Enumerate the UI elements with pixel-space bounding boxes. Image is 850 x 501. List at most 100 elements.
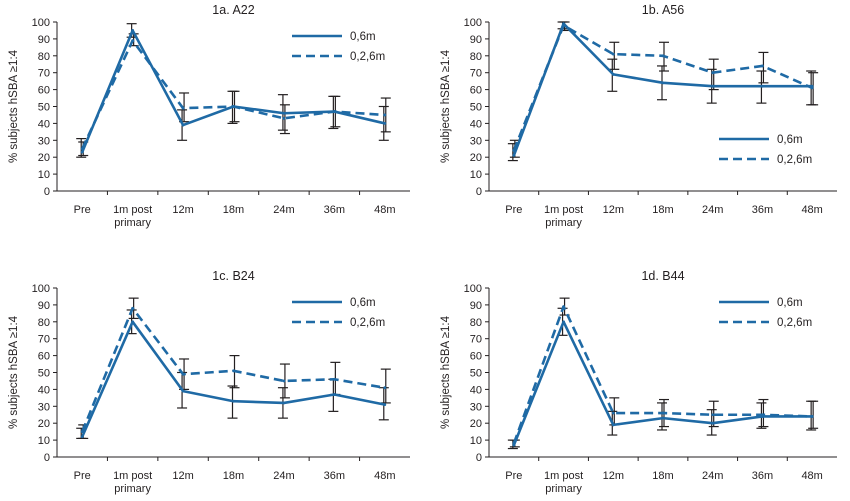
x-tick-label: primary <box>545 483 582 495</box>
y-tick-label: 100 <box>464 17 482 29</box>
x-tick-label: 18m <box>223 204 244 216</box>
data-point <box>711 413 715 417</box>
x-tick-label: Pre <box>505 470 522 482</box>
y-tick-label: 90 <box>38 34 50 46</box>
x-tick-label: 24m <box>702 470 723 482</box>
x-tick-label: 1m post <box>544 204 583 216</box>
x-tick-label: 36m <box>752 470 773 482</box>
data-point <box>80 435 84 439</box>
x-tick-label: 24m <box>702 204 723 216</box>
data-point <box>711 421 715 425</box>
legend-label: 0,6m <box>350 297 376 309</box>
y-tick-label: 50 <box>38 102 50 114</box>
data-point <box>282 379 286 383</box>
series-line-dashed <box>512 24 813 151</box>
chart-title: 1b. A56 <box>642 3 684 17</box>
x-tick-label: 36m <box>324 204 345 216</box>
data-point <box>761 84 764 88</box>
y-tick-label: 10 <box>470 435 482 447</box>
x-tick-label: Pre <box>74 470 91 482</box>
x-tick-label: 18m <box>223 470 244 482</box>
y-tick-label: 80 <box>38 51 50 63</box>
data-point <box>181 372 185 376</box>
y-tick-label: 20 <box>470 418 482 430</box>
y-tick-label: 10 <box>470 169 482 181</box>
data-point <box>383 386 387 390</box>
y-tick-label: 10 <box>38 435 50 447</box>
data-point <box>131 320 135 324</box>
y-tick-label: 100 <box>464 283 482 295</box>
y-tick-label: 70 <box>470 334 482 346</box>
data-point <box>131 39 135 42</box>
legend-label: 0,6m <box>350 31 376 43</box>
y-tick-label: 0 <box>44 186 50 198</box>
x-tick-label: Pre <box>74 204 91 216</box>
y-tick-label: 80 <box>38 317 50 329</box>
data-point <box>80 150 84 154</box>
y-tick-label: 0 <box>476 186 482 198</box>
chart-title: 1d. B44 <box>641 269 684 283</box>
data-point <box>661 411 665 415</box>
data-point <box>131 29 135 32</box>
y-tick-label: 50 <box>38 368 50 380</box>
data-point <box>80 147 84 151</box>
data-point <box>181 123 185 127</box>
chart-title: 1c. B24 <box>212 269 254 283</box>
y-tick-label: 60 <box>470 85 482 97</box>
x-tick-label: 1m post <box>113 204 152 216</box>
y-tick-label: 50 <box>470 368 482 380</box>
y-tick-label: 10 <box>38 169 50 181</box>
x-tick-label: 24m <box>273 204 294 216</box>
x-tick-label: primary <box>114 217 151 229</box>
x-tick-label: 48m <box>801 204 822 216</box>
x-tick-label: 48m <box>374 470 395 482</box>
legend-label: 0,2,6m <box>777 154 812 166</box>
y-tick-label: 70 <box>38 68 50 80</box>
x-tick-label: 1m post <box>544 470 583 482</box>
data-point <box>332 377 336 381</box>
data-point <box>611 411 615 415</box>
y-tick-label: 50 <box>470 102 482 114</box>
data-point <box>232 105 235 108</box>
y-tick-label: 30 <box>38 135 50 147</box>
data-point <box>661 416 665 420</box>
data-point <box>711 71 715 75</box>
y-tick-label: 90 <box>470 300 482 312</box>
y-tick-label: 60 <box>470 351 482 363</box>
y-tick-label: 90 <box>470 34 482 46</box>
y-tick-label: 70 <box>38 334 50 346</box>
x-tick-label: 12m <box>172 204 193 216</box>
y-tick-label: 40 <box>470 118 482 130</box>
legend-label: 0,6m <box>777 134 803 146</box>
x-tick-label: 36m <box>752 204 773 216</box>
y-tick-label: 0 <box>476 452 482 464</box>
x-tick-label: 18m <box>652 470 673 482</box>
legend-label: 0,6m <box>777 297 803 309</box>
data-point <box>332 393 336 396</box>
data-point <box>131 306 135 310</box>
data-point <box>512 442 516 445</box>
data-point <box>232 369 235 373</box>
y-axis-label: % subjects hSBA ≥1:4 <box>440 49 452 163</box>
y-tick-label: 40 <box>470 384 482 396</box>
y-axis-label: % subjects hSBA ≥1:4 <box>8 49 20 163</box>
data-point <box>661 54 665 58</box>
data-point <box>383 122 387 125</box>
data-point <box>562 320 565 324</box>
y-tick-label: 100 <box>32 17 50 29</box>
data-point <box>611 52 615 56</box>
data-point <box>711 84 715 88</box>
data-point <box>761 413 764 417</box>
x-tick-label: 36m <box>324 470 345 482</box>
x-tick-label: 48m <box>374 204 395 216</box>
data-point <box>332 110 336 113</box>
y-tick-label: 0 <box>44 452 50 464</box>
y-tick-label: 30 <box>470 135 482 147</box>
data-point <box>512 154 516 157</box>
data-point <box>282 116 286 120</box>
data-point <box>181 106 185 110</box>
y-tick-label: 40 <box>38 118 50 130</box>
